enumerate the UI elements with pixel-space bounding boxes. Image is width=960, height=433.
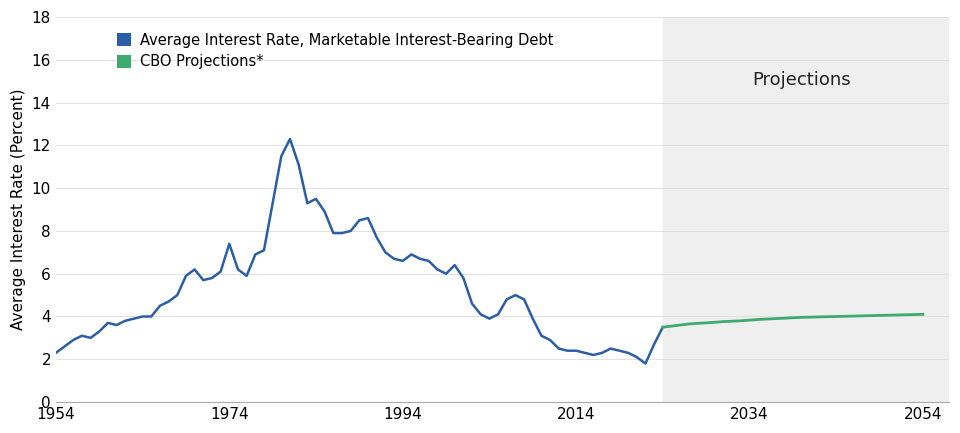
Y-axis label: Average Interest Rate (Percent): Average Interest Rate (Percent): [12, 89, 26, 330]
Legend: Average Interest Rate, Marketable Interest-Bearing Debt, CBO Projections*: Average Interest Rate, Marketable Intere…: [112, 28, 558, 74]
Bar: [662, 17, 960, 402]
Text: Projections: Projections: [753, 71, 851, 89]
